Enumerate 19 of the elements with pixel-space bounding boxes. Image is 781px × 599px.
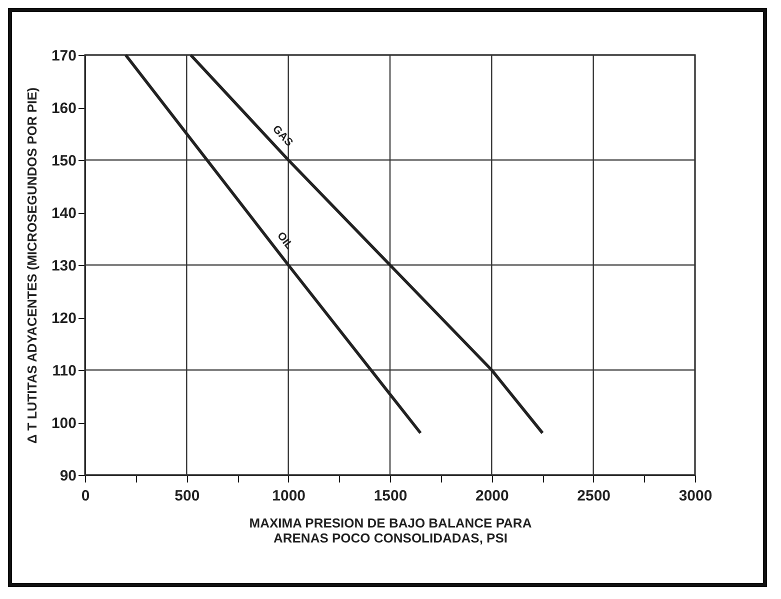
y-tick-label: 160 <box>51 100 76 117</box>
text: OIL <box>274 230 296 252</box>
x-tick-label: 0 <box>81 488 90 504</box>
x-axis-title: MAXIMA PRESION DE BAJO BALANCE PARA ARENAS POCO CONSOLIDADAS, PSI <box>249 516 532 546</box>
y-tick-label: 140 <box>51 205 76 222</box>
y-tick-label: 110 <box>52 362 76 380</box>
x-tick-label: 3000 <box>678 488 712 504</box>
x-tick-label: 500 <box>174 488 200 504</box>
y-tick-label: 90 <box>60 468 76 484</box>
x-tick-label: 2500 <box>577 488 611 504</box>
y-tick-label: 100 <box>51 415 76 432</box>
x-tick-label: 2000 <box>475 488 509 504</box>
y-tick-label: 120 <box>51 310 76 327</box>
x-tick-label: 1500 <box>374 488 408 504</box>
y-axis-title: Δ T LUTITAS ADYACENTES (MICROSEGUNDOS POR PIE) <box>24 87 40 444</box>
y-tick-label: 130 <box>51 258 76 274</box>
y-tick-label: 150 <box>51 152 76 170</box>
y-tick-label: 170 <box>51 48 76 64</box>
x-tick-label: 1000 <box>272 488 306 504</box>
